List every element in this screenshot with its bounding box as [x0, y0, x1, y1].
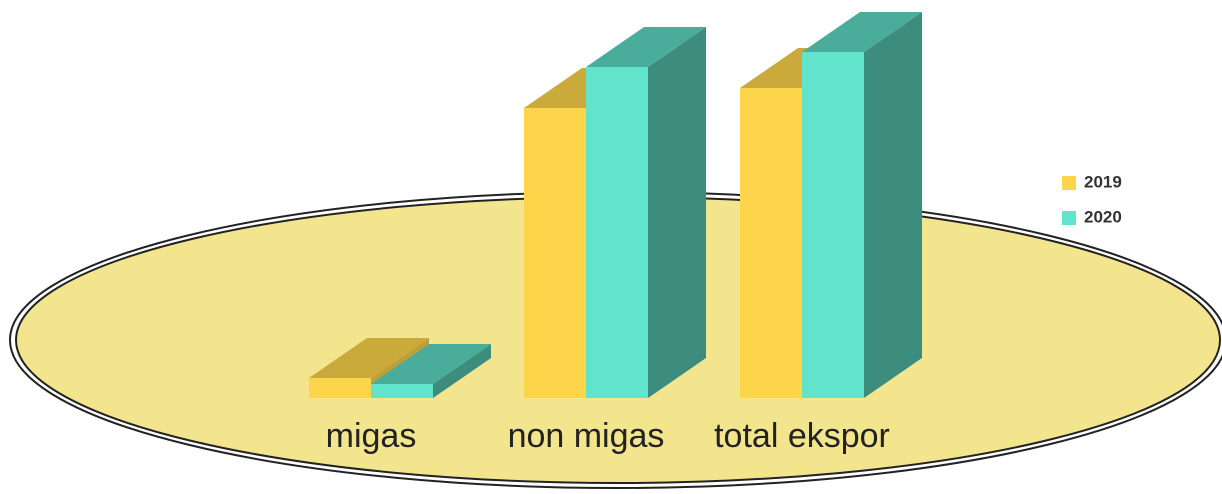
x-tick-label: total ekspor — [714, 417, 890, 455]
bar — [586, 27, 706, 398]
legend-swatch — [1062, 211, 1076, 225]
bar — [371, 344, 491, 398]
bar-front — [524, 108, 586, 398]
bar-front — [371, 384, 433, 398]
bar-front — [740, 88, 802, 398]
bar-side — [864, 12, 922, 398]
bar-front — [802, 52, 864, 398]
bar-top — [802, 12, 922, 52]
bar-top — [586, 27, 706, 67]
bar-top — [309, 338, 429, 378]
bar-side — [433, 344, 491, 398]
bar-front — [586, 67, 648, 398]
bar-front — [309, 378, 371, 398]
legend-label: 2019 — [1084, 172, 1122, 191]
legend-swatch — [1062, 176, 1076, 190]
x-tick-label: non migas — [508, 417, 665, 455]
bar-side — [648, 27, 706, 398]
bar-top — [371, 344, 491, 384]
legend-label: 2020 — [1084, 207, 1122, 226]
bar — [802, 12, 922, 398]
x-tick-label: migas — [326, 417, 417, 455]
